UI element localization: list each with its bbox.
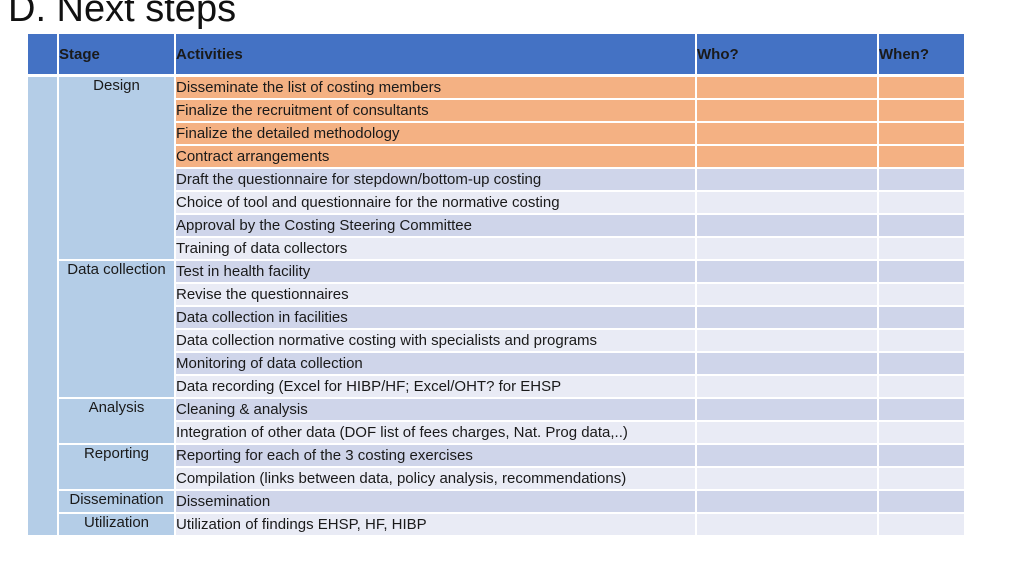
when-cell [877,489,966,514]
table-row: Analysis Cleaning & analysis [27,397,966,445]
who-cell [695,489,879,514]
activity-cell: Cleaning & analysis [174,397,697,422]
who-cell [695,420,879,445]
table-row: Integration of other data (DOF list of f… [27,420,966,445]
activity-cell: Dissemination [174,489,697,514]
when-cell [877,213,966,238]
table-row: Monitoring of data collection [27,351,966,376]
activity-cell: Data collection normative costing with s… [174,328,697,353]
who-cell [695,466,879,491]
when-cell [877,397,966,422]
activity-cell: Training of data collectors [174,236,697,261]
when-cell [877,98,966,123]
who-cell [695,351,879,376]
when-cell [877,328,966,353]
who-cell [695,443,879,468]
who-cell [695,328,879,353]
table-row: Dissemination Dissemination [27,489,966,514]
activity-cell: Revise the questionnaires [174,282,697,307]
table-row: Choice of tool and questionnaire for the… [27,190,966,215]
when-cell [877,259,966,284]
when-cell [877,466,966,491]
header-stage: Stage [57,32,176,77]
table-row: Design Disseminate the list of costing m… [26,74,966,537]
slide-title: D. Next steps [8,0,237,30]
who-cell [695,512,879,537]
who-cell [695,374,879,399]
stage-dissemination: Dissemination [57,489,176,514]
activity-cell: Contract arrangements [174,144,697,169]
who-cell [695,167,879,192]
table-row: Data recording (Excel for HIBP/HF; Excel… [27,374,966,399]
stage-lead-column [26,74,59,537]
who-cell [695,282,879,307]
table-row: Finalize the detailed methodology [27,121,966,146]
when-cell [877,512,966,537]
when-cell [877,167,966,192]
activity-cell: Finalize the detailed methodology [174,121,697,146]
stage-reporting: Reporting [57,443,176,491]
table-row: Data collection in facilities [27,305,966,330]
stage-data-collection: Data collection [57,259,176,399]
activity-cell: Integration of other data (DOF list of f… [174,420,697,445]
who-cell [695,144,879,169]
when-cell [877,121,966,146]
when-cell [877,236,966,261]
who-cell [695,74,879,100]
table-row: Contract arrangements [27,144,966,169]
when-cell [877,74,966,100]
who-cell [695,397,879,422]
header-who: Who? [695,32,879,77]
activity-cell: Monitoring of data collection [174,351,697,376]
activity-cell: Test in health facility [174,259,697,284]
table-row: Reporting Reporting for each of the 3 co… [27,443,966,491]
activity-cell: Data recording (Excel for HIBP/HF; Excel… [174,374,697,399]
who-cell [695,305,879,330]
who-cell [695,190,879,215]
when-cell [877,374,966,399]
table-row: Data collection normative costing with s… [27,328,966,353]
table-row: Utilization Utilization of findings EHSP… [27,512,966,537]
table-row: Training of data collectors [27,236,966,261]
header-activities: Activities [174,32,697,77]
stage-utilization: Utilization [57,512,176,537]
who-cell [695,213,879,238]
activity-cell: Draft the questionnaire for stepdown/bot… [174,167,697,192]
table-row: Compilation (links between data, policy … [27,466,966,491]
next-steps-table: Stage Activities Who? When? Design Disse… [26,32,966,537]
who-cell [695,236,879,261]
table-row: Data collection Test in health facility [27,259,966,399]
when-cell [877,351,966,376]
who-cell [695,98,879,123]
when-cell [877,282,966,307]
table-row: Revise the questionnaires [27,282,966,307]
when-cell [877,305,966,330]
stage-analysis: Analysis [57,397,176,445]
when-cell [877,420,966,445]
when-cell [877,190,966,215]
activity-cell: Disseminate the list of costing members [174,74,697,100]
when-cell [877,144,966,169]
activity-cell: Approval by the Costing Steering Committ… [174,213,697,238]
who-cell [695,121,879,146]
header-lead-cell [26,32,59,77]
activity-cell: Utilization of findings EHSP, HF, HIBP [174,512,697,537]
activity-cell: Data collection in facilities [174,305,697,330]
stage-design: Design [57,74,176,261]
table-header-row: Stage Activities Who? When? [26,32,966,77]
when-cell [877,443,966,468]
activity-cell: Choice of tool and questionnaire for the… [174,190,697,215]
activity-cell: Reporting for each of the 3 costing exer… [174,443,697,468]
who-cell [695,259,879,284]
table-row: Finalize the recruitment of consultants [27,98,966,123]
activity-cell: Compilation (links between data, policy … [174,466,697,491]
table-row: Draft the questionnaire for stepdown/bot… [27,167,966,192]
header-when: When? [877,32,966,77]
table-row: Approval by the Costing Steering Committ… [27,213,966,238]
activity-cell: Finalize the recruitment of consultants [174,98,697,123]
